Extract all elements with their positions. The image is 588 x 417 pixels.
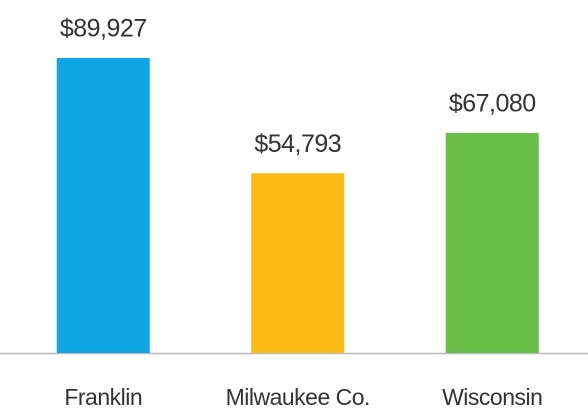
value-label: $54,793	[254, 130, 341, 158]
value-label: $89,927	[60, 15, 147, 43]
bar	[56, 58, 150, 353]
x-tick-label: Wisconsin	[442, 384, 542, 410]
x-tick-label: Franklin	[64, 384, 142, 410]
bar	[445, 132, 539, 353]
value-label: $67,080	[449, 90, 536, 118]
bar	[251, 173, 345, 353]
x-tick-label: Milwaukee Co.	[226, 384, 370, 410]
